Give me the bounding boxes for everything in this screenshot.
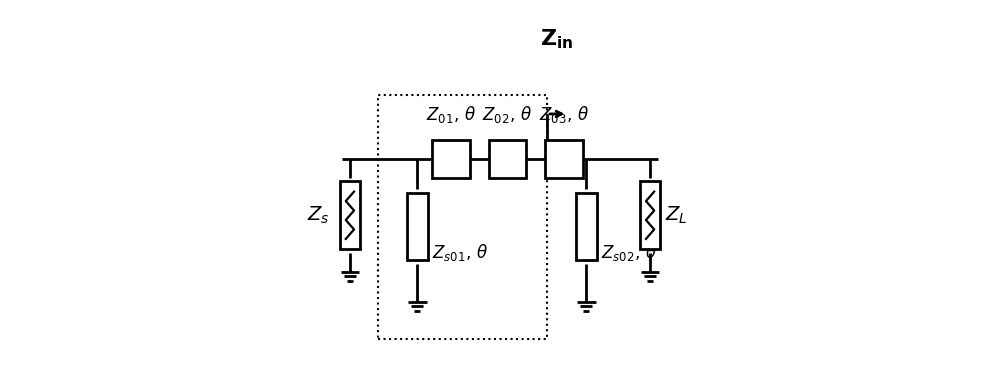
Text: $Z_{s01},\,\theta$: $Z_{s01},\,\theta$	[432, 242, 489, 263]
Text: $Z_s$: $Z_s$	[307, 204, 329, 226]
Text: $Z_L$: $Z_L$	[665, 204, 688, 226]
Text: $Z_{s02},\,\theta$: $Z_{s02},\,\theta$	[601, 242, 658, 263]
Bar	[489, 140, 526, 178]
Bar	[640, 181, 660, 249]
Bar	[545, 140, 583, 178]
Bar	[340, 181, 360, 249]
Bar	[378, 95, 547, 339]
Text: $Z_{02},\,\theta$: $Z_{02},\,\theta$	[482, 104, 533, 125]
Text: $Z_{03},\,\theta$: $Z_{03},\,\theta$	[539, 104, 589, 125]
Text: $Z_{01},\,\theta$: $Z_{01},\,\theta$	[426, 104, 476, 125]
Bar	[432, 140, 470, 178]
Text: $\mathbf{Z_{in}}$: $\mathbf{Z_{in}}$	[540, 27, 573, 51]
Bar	[576, 193, 597, 260]
Bar	[407, 193, 428, 260]
